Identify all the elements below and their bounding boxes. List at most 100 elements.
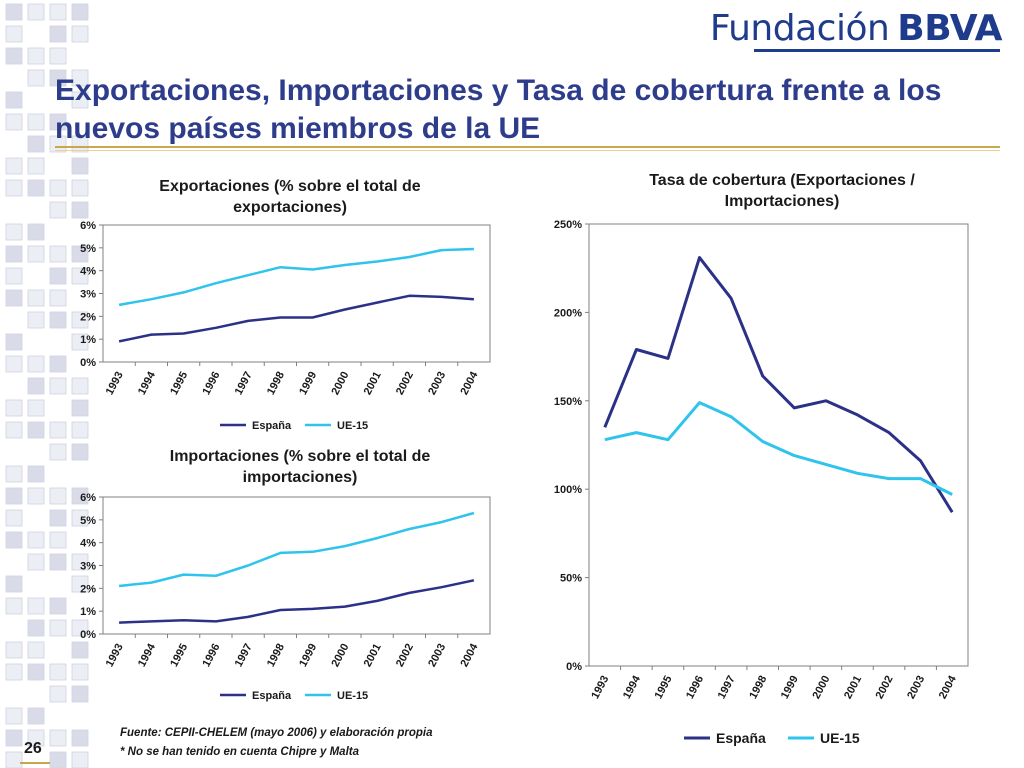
decorative-square [49, 245, 67, 263]
decorative-square [71, 377, 89, 395]
decorative-square [27, 641, 45, 659]
decorative-square [5, 47, 23, 65]
decorative-square [27, 245, 45, 263]
decorative-square [49, 289, 67, 307]
decorative-square [71, 69, 89, 87]
y-tick-label: 150% [554, 396, 582, 408]
decorative-square [27, 465, 45, 483]
x-tick-label: 1994 [621, 673, 643, 701]
decorative-square [5, 575, 23, 593]
slide-title: Exportaciones, Importaciones y Tasa de c… [55, 74, 942, 145]
x-tick-label: 1998 [747, 674, 769, 701]
x-tick-label: 2004 [937, 673, 959, 701]
decorative-square [5, 267, 23, 285]
decorative-square [49, 685, 67, 703]
decorative-square [27, 421, 45, 439]
title-divider-secondary [55, 150, 1000, 151]
decorative-square [71, 619, 89, 637]
series-line-ue15 [604, 401, 953, 496]
y-tick-label: 4% [80, 266, 96, 278]
decorative-square [49, 47, 67, 65]
decorative-square [71, 267, 89, 285]
decorative-square [5, 707, 23, 725]
decorative-square [71, 157, 89, 175]
y-tick-label: 5% [80, 515, 96, 527]
decorative-square [71, 509, 89, 527]
y-tick-label: 2% [80, 583, 96, 595]
decorative-square [5, 465, 23, 483]
decorative-square [49, 597, 67, 615]
decorative-square [71, 641, 89, 659]
decorative-square [49, 619, 67, 637]
decorative-square [71, 245, 89, 263]
decorative-square [5, 421, 23, 439]
decorative-square [27, 663, 45, 681]
decorative-square [49, 201, 67, 219]
decorative-square [5, 531, 23, 549]
decorative-square [71, 685, 89, 703]
y-tick-label: 3% [80, 289, 96, 301]
y-tick-label: 0% [80, 357, 96, 369]
decorative-square [27, 289, 45, 307]
decorative-square [27, 179, 45, 197]
decorative-square [49, 509, 67, 527]
y-tick-label: 1% [80, 334, 96, 346]
decorative-square [71, 443, 89, 461]
decorative-square [27, 553, 45, 571]
decorative-square [71, 91, 89, 109]
y-tick-label: 0% [80, 629, 96, 641]
brand-logo: Fundación BBVA [709, 8, 1003, 49]
series-line-espana [603, 256, 954, 513]
x-tick-label: 2003 [905, 674, 927, 701]
series-line-espana [119, 579, 475, 624]
decorative-square [71, 311, 89, 329]
y-tick-label: 100% [554, 484, 582, 496]
legend-label: UE-15 [337, 690, 368, 702]
decorative-square [27, 47, 45, 65]
decorative-square [49, 751, 67, 768]
decorative-square [5, 25, 23, 43]
decorative-square [27, 377, 45, 395]
decorative-square [71, 3, 89, 21]
decorative-square [49, 487, 67, 505]
decorative-square [5, 641, 23, 659]
source-footnote: Fuente: CEPII-CHELEM (mayo 2006) y elabo… [120, 727, 433, 739]
decorative-square [49, 311, 67, 329]
decorative-square [49, 663, 67, 681]
decorative-square [71, 25, 89, 43]
decorative-square [49, 531, 67, 549]
decorative-square [49, 377, 67, 395]
decorative-square [71, 399, 89, 417]
x-tick-label: 1997 [716, 674, 738, 701]
decorative-square [27, 311, 45, 329]
decorative-square [49, 113, 67, 131]
decorative-square [49, 179, 67, 197]
decorative-square [27, 69, 45, 87]
decorative-square [27, 597, 45, 615]
plot-frame [588, 223, 969, 667]
decorative-square [71, 333, 89, 351]
decorative-square [27, 157, 45, 175]
decorative-squares-pattern [5, 3, 89, 768]
decorative-square [27, 619, 45, 637]
y-tick-label: 1% [80, 606, 96, 618]
decorative-square [49, 25, 67, 43]
title-divider [55, 146, 1000, 148]
y-tick-label: 3% [80, 561, 96, 573]
decorative-square [71, 729, 89, 747]
decorative-square [27, 707, 45, 725]
legend-label: España [716, 730, 766, 746]
series-line-ue15 [118, 511, 475, 588]
y-tick-label: 250% [554, 219, 582, 231]
decorative-square [27, 355, 45, 373]
page-number-underline [20, 762, 50, 764]
decorative-square [49, 135, 67, 153]
x-tick-label: 1995 [653, 674, 675, 701]
y-tick-label: 200% [554, 307, 582, 319]
decorative-square [5, 729, 23, 747]
decorative-square [27, 135, 45, 153]
decorative-square [5, 333, 23, 351]
decorative-square [49, 267, 67, 285]
